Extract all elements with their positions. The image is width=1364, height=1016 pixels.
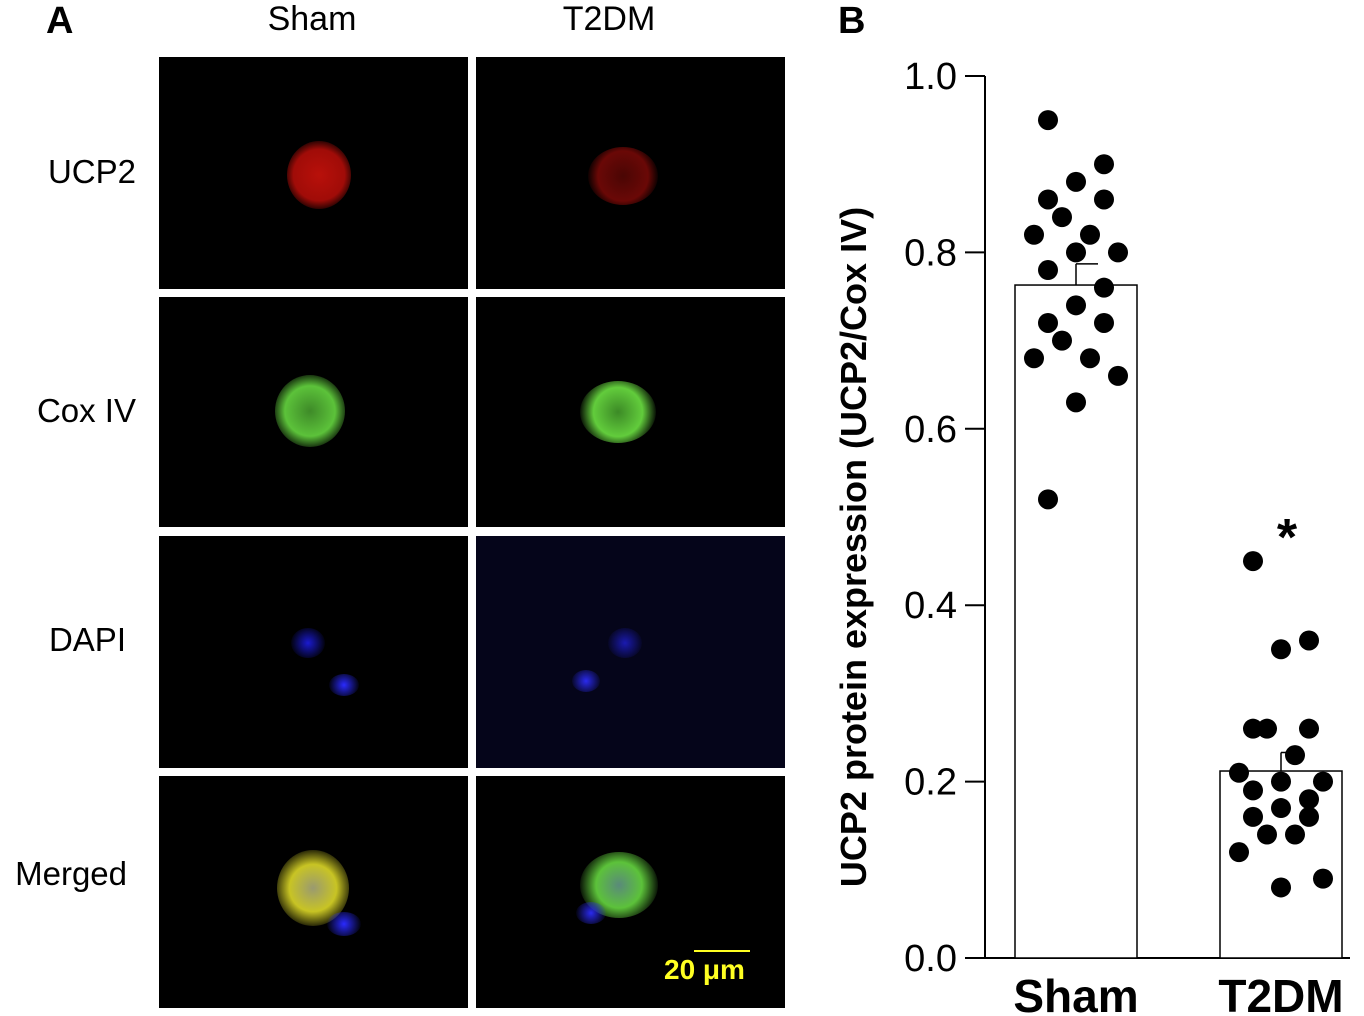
- data-point: [1066, 242, 1086, 263]
- scale-bar-label: 20 μm: [664, 954, 745, 985]
- column-label-sham: Sham: [267, 0, 357, 38]
- data-point: [1243, 780, 1263, 801]
- data-point: [1271, 877, 1291, 898]
- data-point: [1108, 242, 1128, 263]
- bar-sham: [1014, 284, 1138, 959]
- data-point: [1271, 639, 1291, 660]
- data-point: [1299, 718, 1319, 739]
- data-point: [1271, 798, 1291, 819]
- bars: [1014, 263, 1343, 959]
- micrograph-sham-merged: [159, 776, 468, 1008]
- data-point: [1066, 171, 1086, 192]
- data-point: [1066, 392, 1086, 413]
- row-label-cox-iv: Cox IV: [36, 392, 136, 429]
- data-point: [1243, 551, 1263, 572]
- data-point: [1299, 630, 1319, 651]
- row-label-merged: Merged: [15, 855, 127, 892]
- data-point: [1257, 824, 1277, 845]
- y-tick-label: 0.6: [904, 409, 957, 451]
- data-point: [1094, 277, 1114, 298]
- micrograph-t2dm-cox-iv: [476, 297, 785, 527]
- data-point: [1271, 771, 1291, 792]
- data-point: [1038, 312, 1058, 333]
- y-tick-label: 0.2: [904, 762, 957, 804]
- y-axis: 0.0 0.2 0.4 0.6 0.8 1.0: [904, 56, 1350, 980]
- data-point: [1257, 718, 1277, 739]
- data-point: [1066, 295, 1086, 316]
- data-point: [1229, 842, 1249, 863]
- micrograph-t2dm-dapi: [476, 536, 785, 768]
- y-tick-label: 0.0: [904, 938, 957, 980]
- column-label-t2dm: T2DM: [562, 0, 656, 38]
- micrograph-sham-dapi: [159, 536, 468, 768]
- data-point: [1313, 868, 1333, 889]
- y-axis-label: UCP2 protein expression (UCP2/Cox IV): [833, 207, 874, 887]
- y-tick-label: 1.0: [904, 56, 957, 98]
- data-point: [1285, 824, 1305, 845]
- x-tick-label-sham: Sham: [1013, 970, 1138, 1016]
- data-points: [1024, 110, 1333, 898]
- y-tick-label: 0.4: [904, 585, 957, 627]
- micrograph-sham-cox-iv: [159, 297, 468, 527]
- data-point: [1038, 110, 1058, 131]
- data-point: [1108, 365, 1128, 386]
- data-point: [1024, 348, 1044, 369]
- row-label-ucp2: UCP2: [47, 153, 136, 190]
- data-point: [1024, 224, 1044, 245]
- data-point: [1094, 312, 1114, 333]
- data-point: [1285, 745, 1305, 766]
- data-point: [1038, 260, 1058, 281]
- data-point: [1052, 207, 1072, 228]
- scale-bar: [694, 950, 750, 952]
- data-point: [1243, 718, 1263, 739]
- data-point: [1094, 189, 1114, 210]
- data-point: [1313, 771, 1333, 792]
- data-point: [1080, 224, 1100, 245]
- data-point: [1038, 189, 1058, 210]
- x-tick-label-t2dm: T2DM: [1218, 970, 1343, 1016]
- micrograph-t2dm-ucp2: [476, 57, 785, 289]
- data-point: [1229, 762, 1249, 783]
- data-point: [1243, 806, 1263, 827]
- significance-marker: *: [1277, 509, 1298, 567]
- data-point: [1038, 489, 1058, 510]
- x-tick-labels: Sham T2DM: [1013, 970, 1343, 1016]
- data-point: [1080, 348, 1100, 369]
- data-point: [1094, 154, 1114, 175]
- micrograph-sham-ucp2: [159, 57, 468, 289]
- y-tick-label: 0.8: [904, 232, 957, 274]
- panel-b-letter: B: [838, 0, 866, 42]
- data-point: [1052, 330, 1072, 351]
- row-label-dapi: DAPI: [48, 621, 126, 658]
- data-point: [1299, 789, 1319, 810]
- micrograph-t2dm-merged: 20 μm: [476, 776, 785, 1008]
- panel-a-letter: A: [46, 0, 74, 42]
- data-point: [1299, 806, 1319, 827]
- bar-chart: 0.0 0.2 0.4 0.6 0.8 1.0 Sham T2DM UCP2 protein…: [833, 56, 1350, 1016]
